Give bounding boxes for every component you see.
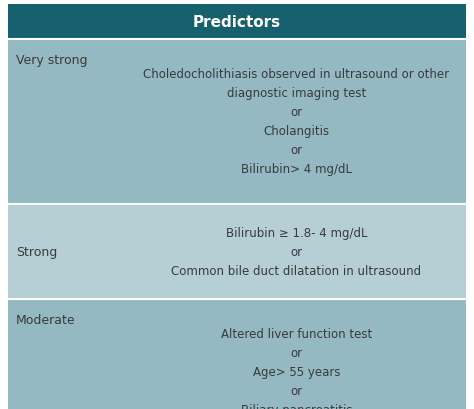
Text: Moderate: Moderate <box>16 313 76 326</box>
Text: Bilirubin ≥ 1.8- 4 mg/dL
or
Common bile duct dilatation in ultrasound: Bilirubin ≥ 1.8- 4 mg/dL or Common bile … <box>172 227 421 277</box>
Bar <box>8 204 466 299</box>
Text: Strong: Strong <box>16 245 57 258</box>
Bar <box>8 299 466 409</box>
Text: Very strong: Very strong <box>16 54 88 67</box>
Bar <box>8 5 466 40</box>
Bar <box>8 40 466 204</box>
Text: Predictors: Predictors <box>193 15 281 30</box>
Text: Altered liver function test
or
Age> 55 years
or
Biliary pancreatitis: Altered liver function test or Age> 55 y… <box>221 327 372 409</box>
Text: Choledocholithiasis observed in ultrasound or other
diagnostic imaging test
or
C: Choledocholithiasis observed in ultrasou… <box>144 68 450 176</box>
